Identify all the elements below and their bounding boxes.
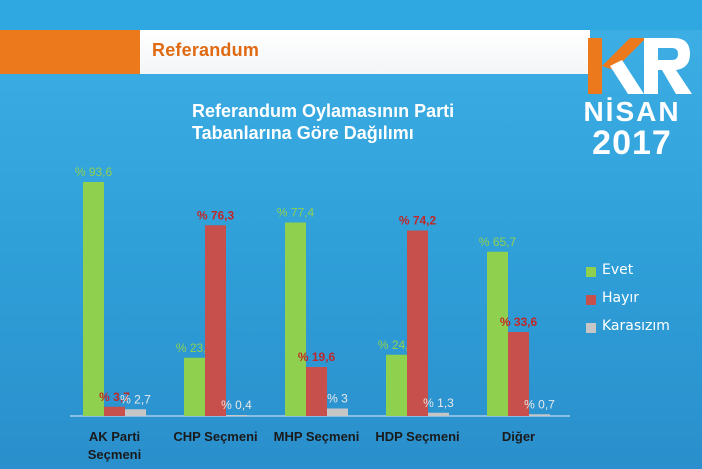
bar-hayır-4	[508, 332, 529, 416]
data-label-hayır-4: % 33,6	[500, 315, 538, 329]
chart-title: Referandum Oylamasının Parti Tabanlarına…	[192, 100, 512, 144]
data-label-karasızım-1: % 0,4	[221, 398, 252, 412]
legend-label-karasizim: Karasızım	[602, 318, 670, 334]
bar-evet-3	[386, 354, 407, 416]
logo-month: NİSAN	[583, 96, 681, 127]
header-bar: Referandum	[0, 30, 590, 74]
data-label-evet-1: % 23,3	[176, 341, 214, 355]
top-strip	[0, 0, 702, 30]
data-label-evet-2: % 77,4	[277, 206, 315, 220]
data-label-karasızım-0: % 2,7	[120, 392, 151, 406]
data-label-hayır-2: % 19,6	[298, 350, 336, 364]
bar-evet-0	[83, 182, 104, 416]
bar-evet-1	[184, 357, 205, 416]
data-label-karasızım-4: % 0,7	[524, 397, 555, 411]
category-label-0-line-1: Seçmeni	[88, 447, 141, 462]
category-label-3: HDP Seçmeni	[375, 429, 459, 444]
bar-hayır-0	[104, 406, 125, 416]
data-label-hayır-0: % 3,7	[99, 390, 130, 404]
legend-swatch-evet	[586, 267, 596, 277]
bar-evet-4	[487, 251, 508, 416]
page-title: Referandum	[152, 40, 260, 60]
bar-evet-2	[285, 222, 306, 416]
data-label-karasızım-3: % 1,3	[423, 396, 454, 410]
data-label-evet-0: % 93,6	[75, 165, 113, 179]
bar-karasızım-0	[125, 409, 146, 416]
legend-swatch-hayir	[586, 295, 596, 305]
header-accent	[0, 30, 140, 74]
chart-title-line-2: Tabanlarına Göre Dağılımı	[192, 123, 414, 143]
logo-year: 2017	[592, 124, 672, 162]
bar-hayır-2	[306, 367, 327, 416]
data-label-hayır-1: % 76,3	[197, 208, 235, 222]
legend-label-hayir: Hayır	[602, 290, 640, 306]
category-label-0-line-0: AK Parti	[89, 429, 140, 444]
bar-hayır-3	[407, 230, 428, 416]
chart-title-line-1: Referandum Oylamasının Parti	[192, 101, 455, 121]
bar-karasızım-3	[428, 412, 449, 416]
kr-logo-icon	[588, 38, 692, 94]
data-label-evet-4: % 65,7	[479, 235, 517, 249]
bar-hayır-1	[205, 225, 226, 416]
category-label-2: MHP Seçmeni	[274, 429, 360, 444]
category-label-1: CHP Seçmeni	[173, 429, 257, 444]
data-label-evet-3: % 24,5	[378, 338, 416, 352]
bar-karasızım-2	[327, 408, 348, 416]
legend-swatch-karasizim	[586, 323, 596, 333]
bar-karasızım-1	[226, 415, 247, 416]
legend-label-evet: Evet	[602, 262, 634, 278]
bar-karasızım-4	[529, 414, 550, 416]
category-label-4: Diğer	[502, 429, 535, 444]
data-label-karasızım-2: % 3	[327, 392, 348, 406]
data-label-hayır-3: % 74,2	[399, 214, 437, 228]
